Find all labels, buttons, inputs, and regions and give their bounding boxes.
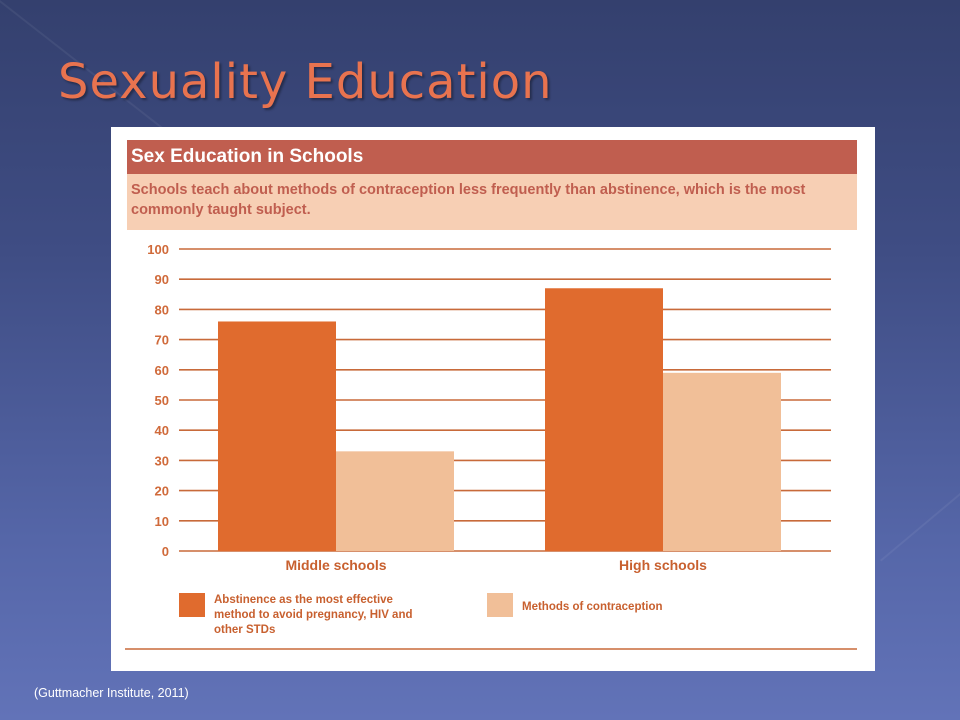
y-tick-label: 90 [155,272,169,287]
bar [218,321,336,551]
bar [336,451,454,551]
legend-label: Abstinence as the most effective method t… [214,594,413,636]
bar [545,288,663,551]
y-tick-label: 30 [155,453,169,468]
chart-header: Sex Education in Schools [127,140,857,174]
legend-swatch [487,593,513,617]
slide-title: Sexuality Education [58,54,553,110]
x-tick-label: Middle schools [285,557,386,573]
chart-subtitle-box: Schools teach about methods of contracep… [127,174,857,230]
y-tick-label: 60 [155,363,169,378]
chart-panel: Sex Education in Schools Schools teach a… [111,127,875,671]
y-tick-label: 20 [155,484,169,499]
bar-chart: 0 10 20 30 40 50 60 70 80 90 100 Middle schools High… [125,242,857,650]
y-tick-label: 40 [155,423,169,438]
y-tick-label: 50 [155,393,169,408]
chart-title: Sex Education in Schools [131,146,364,167]
x-tick-label: High schools [619,557,707,573]
y-tick-label: 100 [147,242,169,257]
legend-label: Methods of contraception [522,601,663,613]
y-tick-label: 10 [155,514,169,529]
y-tick-label: 70 [155,333,169,348]
bar [663,372,781,551]
legend-swatch [179,593,205,617]
y-tick-label: 0 [162,544,169,559]
chart-subtitle: Schools teach about methods of contracep… [131,182,806,218]
y-tick-label: 80 [155,302,169,317]
source-citation: (Guttmacher Institute, 2011) [34,686,189,700]
